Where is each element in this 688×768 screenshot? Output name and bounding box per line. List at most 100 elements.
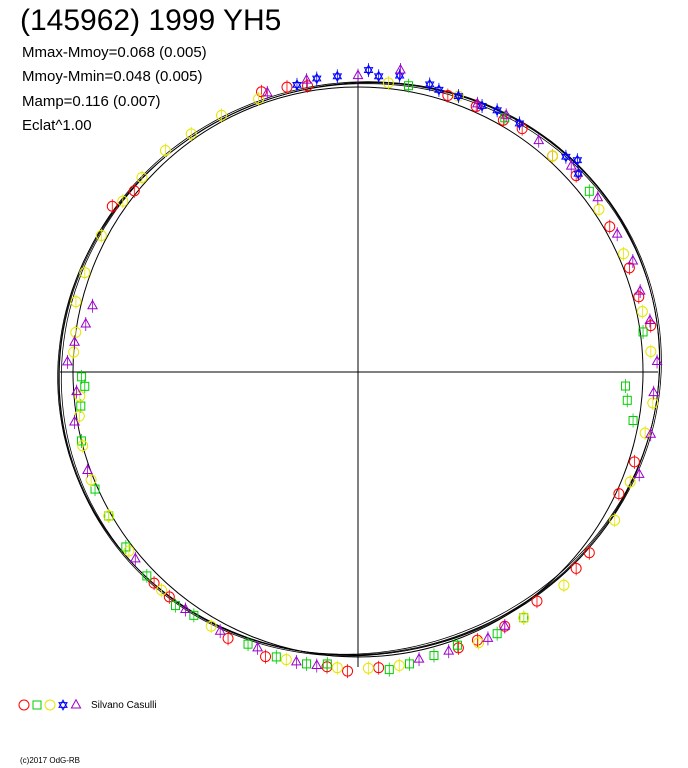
- data-point-circle: [281, 81, 293, 93]
- data-point-circle: [382, 77, 394, 89]
- data-point-circle: [70, 326, 82, 338]
- data-point-circle: [518, 612, 530, 624]
- data-point-square: [302, 659, 312, 669]
- fit-curve-1: [58, 81, 662, 657]
- data-point-circle: [222, 632, 234, 644]
- data-point-triangle: [69, 335, 81, 346]
- data-point-star: [311, 72, 322, 85]
- data-point-triangle: [129, 552, 141, 563]
- data-point-triangle: [499, 619, 511, 630]
- data-point-circle: [128, 185, 140, 197]
- data-point-circle: [260, 651, 272, 663]
- legend-marker-circle: [44, 699, 56, 711]
- data-point-square: [77, 372, 87, 382]
- legend: Silvano Casulli: [17, 697, 157, 713]
- data-point-circle: [148, 577, 160, 589]
- data-point-circle: [547, 150, 559, 162]
- data-point-square: [80, 381, 90, 391]
- data-point-triangle: [471, 97, 483, 108]
- data-point-star: [332, 70, 343, 83]
- data-point-triangle: [290, 655, 302, 666]
- data-point-circle: [331, 662, 343, 674]
- data-point-triangle: [69, 415, 80, 426]
- legend-markers: [18, 698, 82, 711]
- data-point-circle: [593, 203, 605, 215]
- data-point-triangle: [648, 386, 660, 397]
- legend-marker-circle: [18, 699, 30, 711]
- data-point-square: [142, 571, 152, 581]
- data-point-circle: [570, 562, 582, 574]
- data-point-triangle: [71, 385, 82, 396]
- data-point-circle: [628, 456, 640, 468]
- data-point-circle: [185, 128, 197, 140]
- data-point-triangle: [214, 624, 226, 635]
- data-point-square: [90, 484, 100, 494]
- data-point-triangle: [443, 644, 455, 655]
- stat-eclat: Eclat^1.00: [22, 117, 92, 134]
- data-point-circle: [253, 93, 265, 105]
- fit-curve-3: [57, 81, 660, 656]
- data-point-star: [373, 70, 384, 83]
- data-markers: [62, 63, 663, 679]
- data-point-star: [363, 64, 374, 76]
- data-point-circle: [136, 171, 148, 183]
- data-point-star: [514, 117, 525, 130]
- data-point-circle: [103, 510, 115, 522]
- data-point-circle: [163, 591, 175, 603]
- data-point-circle: [256, 86, 268, 98]
- data-point-square: [628, 415, 638, 425]
- data-point-triangle: [611, 227, 623, 238]
- data-point-circle: [280, 654, 292, 666]
- data-point-triangle: [311, 659, 323, 670]
- stat-mmax-mmoy: Mmax-Mmoy=0.068 (0.005): [22, 44, 207, 61]
- data-point-circle: [70, 296, 82, 308]
- data-point-square: [404, 659, 414, 669]
- data-point-circle: [624, 476, 636, 488]
- data-point-square: [121, 542, 131, 552]
- data-point-triangle: [413, 652, 425, 663]
- data-point-circle: [442, 90, 454, 102]
- data-point-circle: [302, 80, 314, 92]
- data-point-triangle: [252, 641, 264, 652]
- legend-marker-triangle: [70, 698, 82, 709]
- data-point-triangle: [62, 355, 73, 366]
- data-point-square: [322, 659, 332, 669]
- data-point-star: [424, 78, 435, 91]
- data-point-square: [622, 395, 632, 405]
- data-point-square: [76, 401, 86, 411]
- data-point-triangle: [80, 317, 92, 328]
- data-point-circle: [473, 637, 485, 649]
- data-point-triangle: [592, 191, 604, 202]
- data-point-triangle: [82, 464, 93, 474]
- data-point-triangle: [533, 134, 545, 145]
- data-point-triangle: [394, 63, 406, 74]
- data-point-triangle: [301, 73, 312, 84]
- data-point-circle: [205, 620, 217, 632]
- data-point-triangle: [352, 69, 364, 80]
- data-point-square: [189, 610, 199, 620]
- data-point-circle: [362, 662, 374, 674]
- data-point-square: [621, 381, 631, 391]
- data-point-circle: [604, 221, 616, 233]
- legend-label: Silvano Casulli: [91, 699, 157, 711]
- data-point-circle: [77, 440, 89, 452]
- data-point-star: [453, 90, 464, 102]
- data-point-circle: [639, 427, 651, 439]
- data-point-circle: [123, 545, 135, 557]
- data-point-circle: [647, 397, 659, 409]
- legend-marker-star: [58, 699, 68, 711]
- data-point-square: [638, 327, 648, 337]
- data-point-circle: [583, 547, 595, 559]
- plot-axes: [60, 75, 658, 667]
- data-point-triangle: [633, 468, 645, 478]
- data-point-circle: [156, 584, 168, 596]
- data-point-circle: [106, 200, 118, 212]
- data-point-circle: [85, 474, 97, 486]
- data-point-square: [452, 640, 462, 650]
- data-point-circle: [618, 248, 630, 260]
- data-point-star: [292, 79, 302, 91]
- data-point-square: [76, 436, 86, 446]
- data-point-circle: [95, 230, 107, 242]
- data-point-circle: [393, 660, 405, 672]
